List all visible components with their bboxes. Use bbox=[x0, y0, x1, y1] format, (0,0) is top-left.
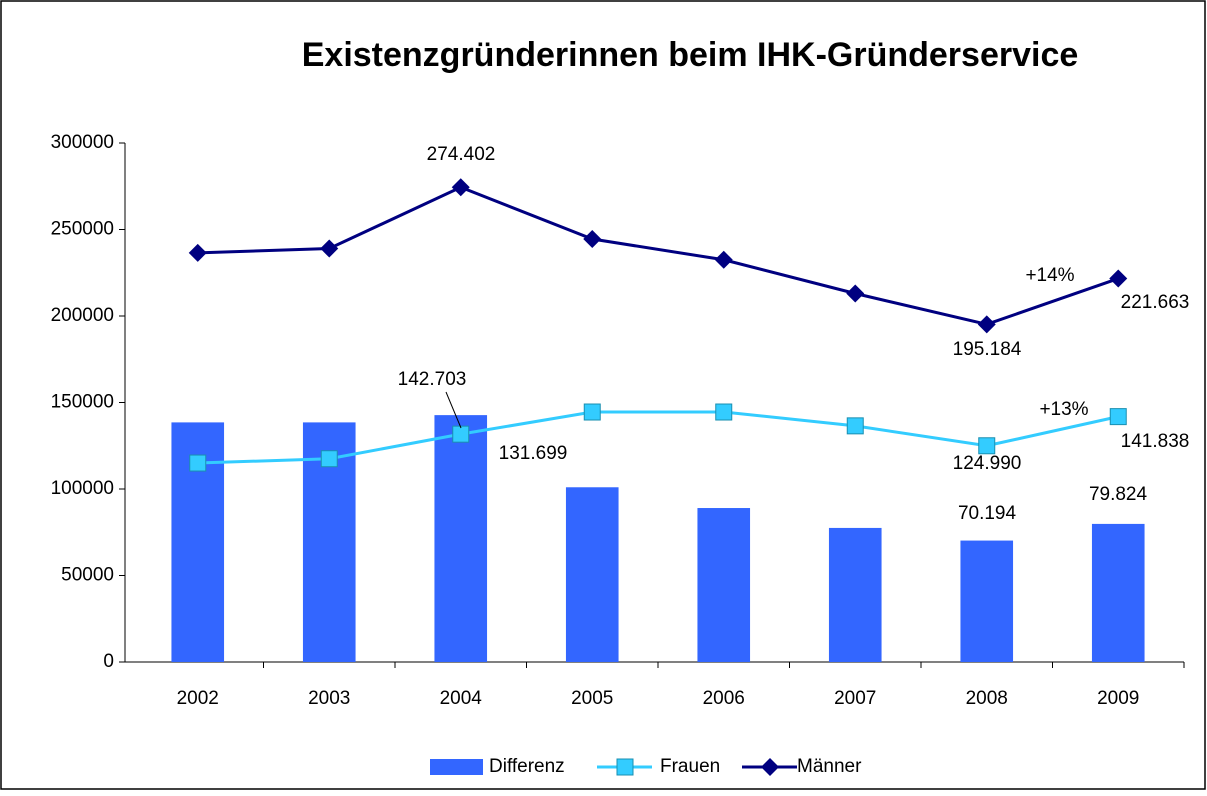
y-tick-label: 0 bbox=[103, 651, 114, 672]
bar bbox=[960, 540, 1014, 662]
legend-swatch bbox=[430, 759, 483, 775]
marker bbox=[715, 403, 733, 421]
annotation: +13% bbox=[1039, 399, 1088, 420]
data-label: 131.699 bbox=[499, 443, 568, 464]
bar bbox=[565, 487, 619, 662]
marker bbox=[1109, 269, 1128, 288]
series-line bbox=[197, 185, 1119, 326]
data-label: 142.703 bbox=[398, 369, 467, 390]
data-label: 141.838 bbox=[1121, 431, 1190, 452]
x-tick-label: 2009 bbox=[1097, 688, 1139, 709]
data-label: 70.194 bbox=[958, 503, 1017, 524]
legend-label: Männer bbox=[797, 756, 862, 777]
leader-line bbox=[445, 391, 462, 429]
marker bbox=[583, 403, 601, 421]
bar bbox=[828, 527, 882, 662]
bar bbox=[434, 415, 488, 662]
data-label: 195.184 bbox=[953, 339, 1022, 360]
y-tick-label: 100000 bbox=[51, 478, 114, 499]
data-label: 124.990 bbox=[953, 453, 1022, 474]
x-tick-label: 2005 bbox=[571, 688, 613, 709]
series-line bbox=[197, 410, 1119, 465]
x-tick-label: 2006 bbox=[703, 688, 745, 709]
y-tick-label: 50000 bbox=[61, 565, 114, 586]
marker bbox=[846, 417, 864, 435]
marker bbox=[583, 230, 602, 249]
x-tick-label: 2007 bbox=[834, 688, 876, 709]
marker bbox=[320, 239, 339, 258]
marker bbox=[320, 450, 338, 468]
data-label: 221.663 bbox=[1121, 292, 1190, 313]
x-tick-label: 2008 bbox=[966, 688, 1008, 709]
y-tick-label: 150000 bbox=[51, 392, 114, 413]
marker bbox=[189, 454, 207, 472]
marker bbox=[451, 178, 470, 197]
y-tick-label: 300000 bbox=[51, 132, 114, 153]
marker bbox=[846, 284, 865, 303]
legend-marker bbox=[761, 758, 779, 776]
legend-label: Differenz bbox=[489, 756, 565, 777]
marker bbox=[452, 425, 470, 443]
marker bbox=[977, 315, 996, 334]
y-tick-label: 200000 bbox=[51, 305, 114, 326]
y-tick-label: 250000 bbox=[51, 219, 114, 240]
marker bbox=[714, 250, 733, 269]
data-label: 274.402 bbox=[427, 144, 496, 165]
legend-label: Frauen bbox=[660, 756, 720, 777]
bar bbox=[697, 508, 751, 662]
marker bbox=[188, 243, 207, 262]
x-tick-label: 2004 bbox=[440, 688, 483, 709]
marker bbox=[1109, 408, 1127, 426]
x-tick-label: 2002 bbox=[177, 688, 219, 709]
chart-title: Existenzgründerinnen beim IHK-Gründerser… bbox=[302, 36, 1079, 74]
bar bbox=[1091, 523, 1145, 662]
data-label: 79.824 bbox=[1089, 484, 1148, 505]
x-tick-label: 2003 bbox=[308, 688, 350, 709]
annotation: +14% bbox=[1025, 265, 1074, 286]
marker bbox=[978, 437, 996, 455]
legend-marker bbox=[616, 758, 634, 776]
